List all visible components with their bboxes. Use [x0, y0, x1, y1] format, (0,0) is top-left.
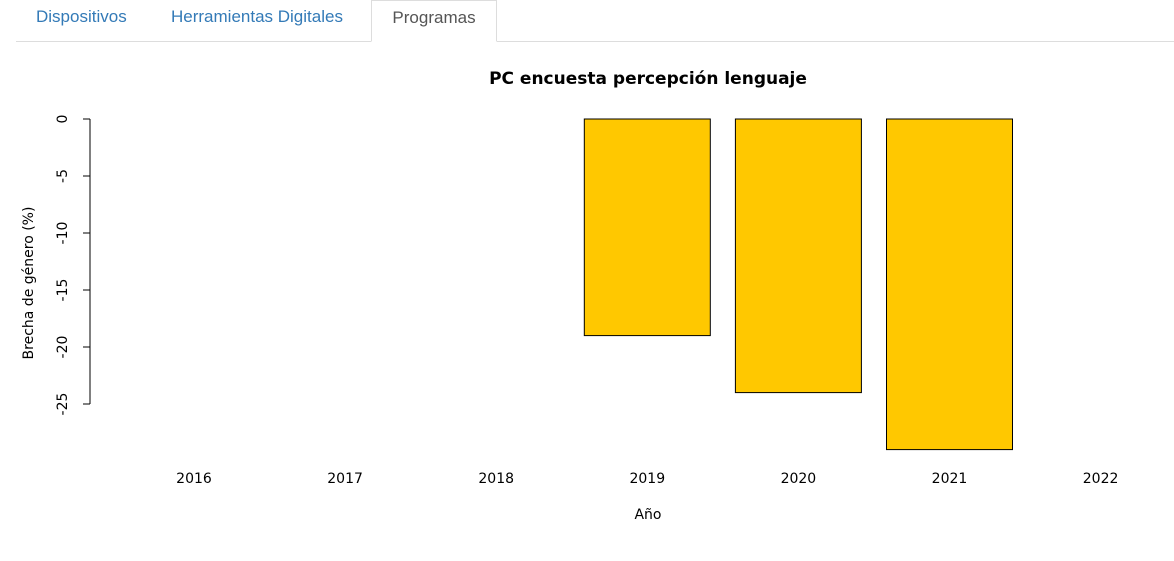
bar-2021	[886, 118, 1013, 451]
y-tick-label: -25	[55, 393, 71, 416]
x-tick-label-2021: 2021	[932, 471, 968, 487]
bars	[583, 118, 1013, 451]
x-axis-label: Año	[634, 507, 661, 523]
x-tick-label-2016: 2016	[176, 471, 212, 487]
y-tick-label: 0	[55, 115, 71, 124]
y-axis: 0 -5 -10 -15 -20 -25	[55, 115, 91, 416]
y-tick-label: -20	[55, 336, 71, 359]
x-tick-label-2020: 2020	[781, 471, 817, 487]
y-axis-label: Brecha de género (%)	[21, 207, 37, 360]
x-tick-labels: 2016 2017 2018 2019 2020 2021 2022	[176, 471, 1118, 487]
x-tick-label-2018: 2018	[478, 471, 514, 487]
y-tick-label: -5	[55, 169, 71, 183]
bar-2019	[583, 118, 711, 337]
tab-programas[interactable]: Programas	[371, 0, 497, 42]
chart-title: PC encuesta percepción lenguaje	[489, 69, 807, 89]
x-tick-label-2019: 2019	[629, 471, 665, 487]
bar-2020	[734, 118, 862, 394]
x-tick-label-2017: 2017	[327, 471, 363, 487]
y-tick-label: -10	[55, 222, 71, 245]
x-tick-label-2022: 2022	[1083, 471, 1119, 487]
tab-bar: Dispositivos Herramientas Digitales Prog…	[16, 0, 1174, 42]
tab-herramientas-digitales[interactable]: Herramientas Digitales	[171, 7, 343, 26]
y-tick-label: -15	[55, 279, 71, 302]
tab-dispositivos[interactable]: Dispositivos	[36, 7, 127, 26]
